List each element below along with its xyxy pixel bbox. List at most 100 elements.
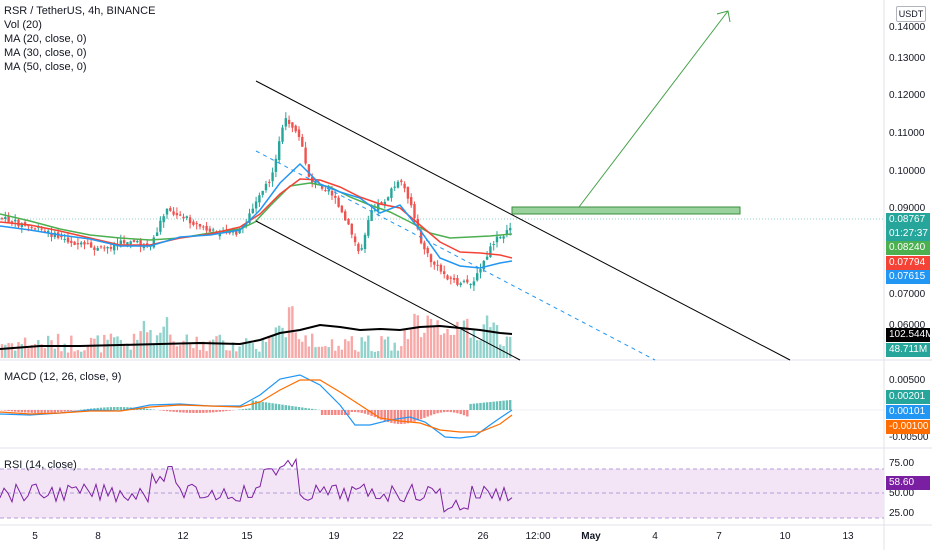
symbol-title[interactable]: RSR / TetherUS, 4h, BINANCE (4, 5, 156, 17)
target-arrow-line[interactable] (578, 10, 729, 208)
macd-hist-bar-110 (363, 410, 367, 414)
macd-hist-bar-84 (278, 404, 281, 410)
volume-bar-37 (122, 344, 126, 358)
volume-bar-19 (63, 343, 66, 358)
volume-bar-76 (251, 343, 254, 358)
candle-body-58 (192, 221, 195, 225)
macd-hist-bar-37 (122, 407, 126, 410)
candle-body-108 (357, 243, 360, 252)
volume-bar-98 (324, 346, 327, 358)
macd-axis-label: 0.00500 (889, 375, 926, 386)
countdown-badge: 01:27:37 (886, 227, 930, 241)
volume-bar-48 (159, 332, 162, 358)
candle-body-63 (208, 228, 212, 232)
candle-body-134 (443, 271, 446, 275)
candle-body-89 (294, 125, 297, 132)
candle-body-92 (304, 147, 307, 164)
candle-body-139 (459, 283, 462, 286)
legend-ma50[interactable]: MA (50, close, 0) (4, 61, 87, 73)
macd-hist-bar-3 (10, 410, 14, 412)
volume-bar-139 (459, 329, 462, 358)
volume-bar-97 (320, 346, 324, 358)
macd-hist-bar-114 (377, 410, 380, 419)
candle-body-30 (99, 246, 103, 248)
candle-body-50 (165, 208, 169, 215)
volume-bar-108 (357, 351, 360, 358)
legend-macd[interactable]: MACD (12, 26, close, 9) (4, 371, 122, 383)
macd-hist-bar-9 (30, 410, 33, 413)
macd-hist-bar-17 (56, 410, 60, 413)
macd-hist-bar-51 (169, 410, 172, 412)
currency-button[interactable]: USDT (896, 6, 926, 22)
candle-body-18 (60, 235, 63, 238)
legend-vol[interactable]: Vol (20) (4, 19, 42, 31)
candle-body-91 (301, 136, 304, 147)
channel-middle-line[interactable] (255, 150, 656, 361)
candle-body-138 (456, 277, 459, 285)
volume-bar-95 (314, 347, 317, 358)
macd-hist-bar-116 (383, 410, 386, 421)
macd-hist-bar-102 (337, 410, 340, 415)
volume-bar-54 (179, 345, 182, 358)
macd-hist-bar-136 (449, 410, 452, 413)
legend-ma20[interactable]: MA (20, close, 0) (4, 33, 87, 45)
macd-hist-bar-137 (452, 410, 456, 413)
candle-body-36 (119, 240, 122, 245)
macd-hist-bar-12 (40, 410, 43, 413)
macd-hist-bar-67 (221, 410, 225, 412)
macd-hist-bar-20 (66, 410, 70, 412)
volume-ma-badge: 102.544M (886, 328, 932, 342)
macd-hist-bar-122 (403, 410, 406, 424)
candle-body-48 (159, 220, 162, 232)
channel-upper-line[interactable] (255, 80, 791, 361)
macd-hist-bar-79 (261, 401, 264, 410)
macd-hist-bar-140 (462, 410, 466, 416)
macd-axis-label: -0.00500 (889, 432, 929, 443)
volume-bar-142 (469, 337, 472, 358)
legend-ma30[interactable]: MA (30, close, 0) (4, 47, 87, 59)
macd-hist-bar-31 (103, 407, 106, 410)
candle-body-2 (7, 216, 10, 223)
macd-hist-bar-76 (251, 400, 254, 410)
channel-lower-line[interactable] (255, 220, 521, 361)
volume-bar-67 (221, 340, 225, 358)
volume-bar-151 (499, 344, 502, 358)
candle-body-37 (122, 240, 126, 244)
volume-bar-116 (383, 339, 386, 358)
candle-body-102 (337, 197, 340, 207)
volume-bar-62 (205, 351, 208, 358)
volume-bar-18 (60, 351, 63, 358)
volume-bar-11 (37, 340, 40, 358)
candle-body-104 (344, 211, 347, 221)
volume-bar-64 (212, 339, 215, 358)
time-label: 12 (177, 531, 189, 542)
volume-bar-31 (103, 334, 106, 358)
volume-bar-43 (142, 320, 146, 358)
candle-body-4 (14, 219, 17, 222)
macd-hist-bar-123 (406, 410, 410, 424)
volume-bar-29 (96, 335, 99, 358)
volume-bar-22 (73, 351, 76, 358)
candle-body-111 (367, 220, 370, 236)
macd-hist-bar-49 (162, 410, 165, 411)
time-label: 26 (477, 531, 489, 542)
macd-hist-bar-62 (205, 410, 208, 413)
target-zone-rect[interactable] (511, 206, 741, 215)
candle-body-57 (188, 217, 192, 224)
volume-badge: 48.711M (886, 343, 930, 357)
candle-body-81 (268, 181, 271, 183)
legend-rsi[interactable]: RSI (14, close) (4, 459, 77, 471)
volume-bar-10 (33, 343, 37, 358)
candle-body-60 (198, 224, 202, 227)
time-label: 15 (241, 531, 253, 542)
candle-body-129 (426, 247, 429, 254)
macd-hist-bar-63 (208, 410, 212, 413)
candle-body-32 (106, 246, 109, 249)
candle-body-14 (47, 230, 50, 233)
rsi-line (0, 457, 513, 513)
volume-bar-110 (363, 341, 367, 358)
candle-body-51 (169, 208, 172, 211)
macd-hist-bar-55 (182, 410, 185, 413)
candle-body-87 (287, 119, 291, 124)
